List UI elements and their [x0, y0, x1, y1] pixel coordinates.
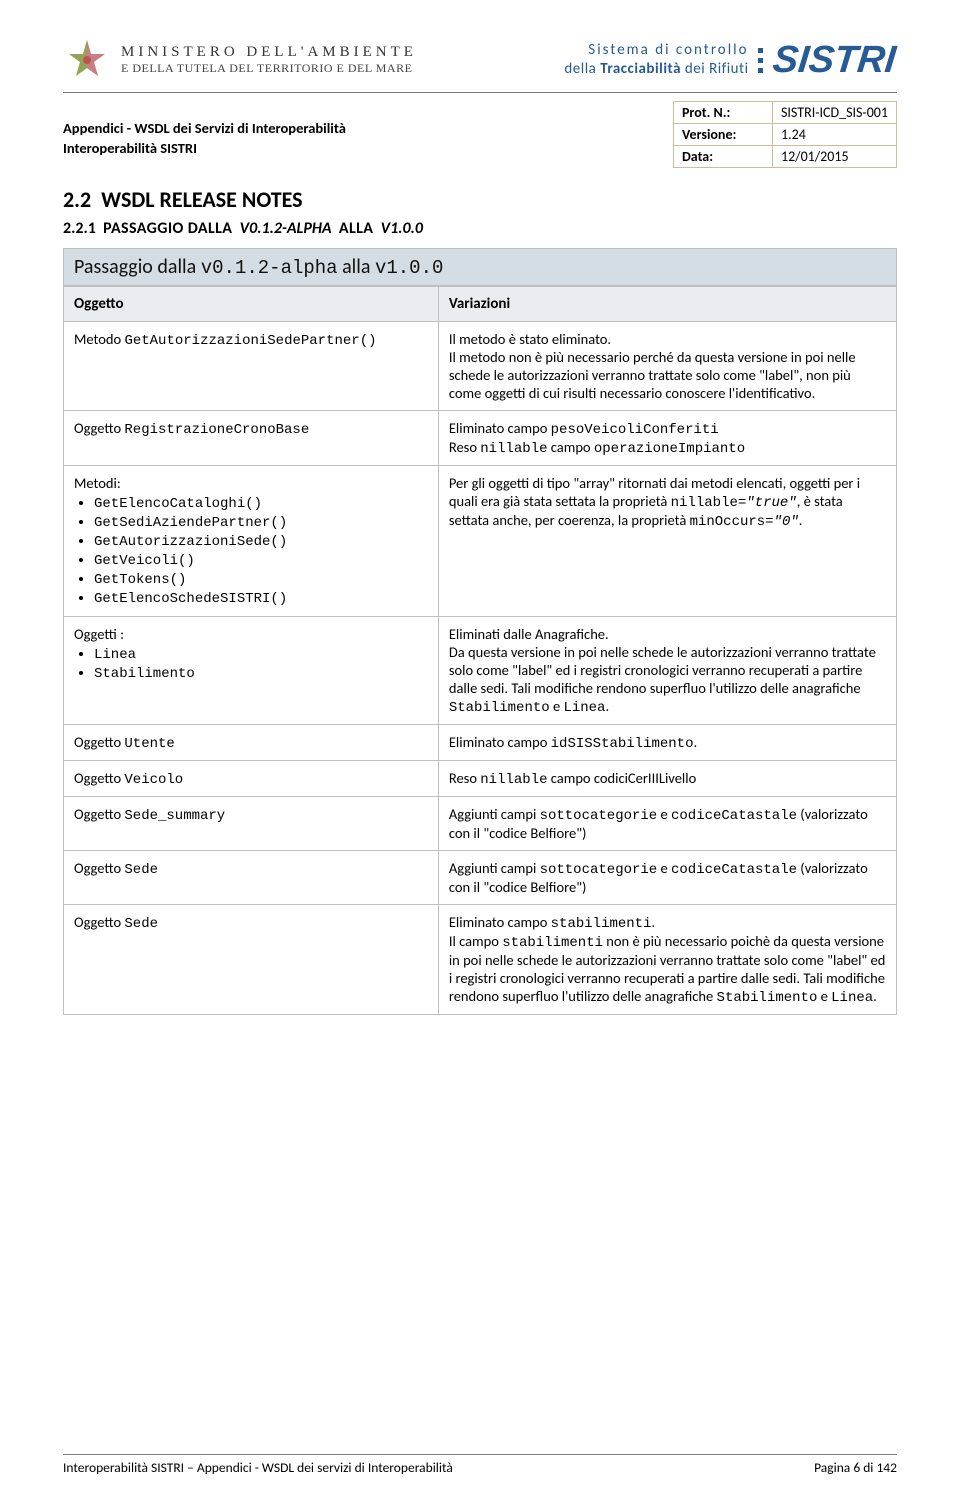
meta-table: Prot. N.:SISTRI-ICD_SIS-001Versione:1.24…	[673, 101, 897, 168]
cell-oggetto: Metodo GetAutorizzazioniSedePartner()	[64, 322, 439, 411]
cell-variazioni: Eliminato campo idSISStabilimento.	[438, 725, 896, 761]
meta-value: SISTRI-ICD_SIS-001	[772, 102, 896, 124]
table-row: Metodo GetAutorizzazioniSedePartner()Il …	[64, 322, 897, 411]
ministry-line1: MINISTERO DELL'AMBIENTE	[121, 44, 417, 61]
method-list: GetElencoCataloghi()GetSediAziendePartne…	[74, 494, 428, 607]
meta-value: 1.24	[772, 124, 896, 146]
list-item: GetVeicoli()	[94, 551, 428, 569]
meta-key: Prot. N.:	[673, 102, 772, 124]
meta-row: Data:12/01/2015	[673, 146, 896, 168]
doc-title-line2: Interoperabilità SISTRI	[63, 139, 346, 159]
banner-v2: v1.0.0	[375, 257, 443, 279]
table-row: Oggetto UtenteEliminato campo idSISStabi…	[64, 725, 897, 761]
list-item: GetSediAziendePartner()	[94, 513, 428, 531]
table-row: Oggetto RegistrazioneCronoBaseEliminato …	[64, 411, 897, 466]
banner: Passaggio dalla v0.1.2-alpha alla v1.0.0	[63, 248, 897, 286]
logo-right: Sistema di controllo della Tracciabilità…	[564, 39, 897, 82]
top-header: MINISTERO DELL'AMBIENTE E DELLA TUTELA D…	[63, 36, 897, 84]
meta-row: Versione:1.24	[673, 124, 896, 146]
subsection-word1: PASSAGGIO DALLA	[103, 219, 232, 238]
ministry-text: MINISTERO DELL'AMBIENTE E DELLA TUTELA D…	[121, 44, 417, 75]
tagline-line2: della Tracciabilità dei Rifiuti	[564, 60, 748, 79]
cell-oggetto: Oggetti :LineaStabilimento	[64, 617, 439, 725]
list-item: Linea	[94, 645, 428, 663]
banner-mid: alla	[338, 255, 375, 279]
footer-right: Pagina 6 di 142	[814, 1459, 897, 1476]
cell-oggetto: Oggetto Sede	[64, 851, 439, 905]
subsection-v1: V0.1.2-ALPHA	[240, 219, 332, 238]
meta-key: Data:	[673, 146, 772, 168]
list-item: GetTokens()	[94, 570, 428, 588]
cell-oggetto: Oggetto RegistrazioneCronoBase	[64, 411, 439, 466]
cell-variazioni: Eliminati dalle Anagrafiche.Da questa ve…	[438, 617, 896, 725]
subsection-heading: 2.2.1 PASSAGGIO DALLA V0.1.2-ALPHA ALLA …	[63, 219, 897, 238]
list-item: GetElencoCataloghi()	[94, 494, 428, 512]
cell-oggetto: Oggetto Veicolo	[64, 761, 439, 797]
table-row: Oggetti :LineaStabilimentoEliminati dall…	[64, 617, 897, 725]
table-row: Oggetto VeicoloReso nillable campo codic…	[64, 761, 897, 797]
page-footer: Interoperabilità SISTRI – Appendici - WS…	[63, 1454, 897, 1476]
cell-variazioni: Aggiunti campi sottocategorie e codiceCa…	[438, 851, 896, 905]
list-item: GetElencoSchedeSISTRI()	[94, 589, 428, 607]
cell-variazioni: Eliminato campo pesoVeicoliConferitiReso…	[438, 411, 896, 466]
method-list: LineaStabilimento	[74, 645, 428, 682]
section-title: WSDL RELEASE NOTES	[101, 186, 302, 213]
banner-prefix: Passaggio dalla	[74, 255, 201, 279]
doc-title-line1: Appendici - WSDL dei Servizi di Interope…	[63, 119, 346, 139]
sistri-tagline: Sistema di controllo della Tracciabilità…	[564, 41, 748, 79]
cell-oggetto: Oggetto Utente	[64, 725, 439, 761]
list-item: Stabilimento	[94, 664, 428, 682]
meta-row: Prot. N.:SISTRI-ICD_SIS-001	[673, 102, 896, 124]
cell-variazioni: Eliminato campo stabilimenti.Il campo st…	[438, 905, 896, 1015]
cell-variazioni: Reso nillable campo codiciCerIIILivello	[438, 761, 896, 797]
table-head-row: Oggetto Variazioni	[64, 287, 897, 322]
table-row: Oggetto SedeEliminato campo stabilimenti…	[64, 905, 897, 1015]
section-heading: 2.2 WSDL RELEASE NOTES	[63, 186, 897, 213]
subsection-word2: ALLA	[339, 219, 374, 238]
cell-variazioni: Per gli oggetti di tipo "array" ritornat…	[438, 466, 896, 617]
table-row: Oggetto SedeAggiunti campi sottocategori…	[64, 851, 897, 905]
cell-oggetto: Oggetto Sede	[64, 905, 439, 1015]
cell-variazioni: Il metodo è stato eliminato.Il metodo no…	[438, 322, 896, 411]
table-row: Metodi:GetElencoCataloghi()GetSediAziend…	[64, 466, 897, 617]
logo-left: MINISTERO DELL'AMBIENTE E DELLA TUTELA D…	[63, 36, 417, 84]
footer-divider	[63, 1454, 897, 1455]
subheader-left: Appendici - WSDL dei Servizi di Interope…	[63, 101, 346, 158]
footer-row: Interoperabilità SISTRI – Appendici - WS…	[63, 1459, 897, 1476]
sistri-wordmark: SISTRI	[770, 39, 899, 82]
th-oggetto: Oggetto	[64, 287, 439, 322]
subsection-number: 2.2.1	[63, 219, 96, 238]
header-divider	[63, 92, 897, 93]
ministry-line2: E DELLA TUTELA DEL TERRITORIO E DEL MARE	[121, 62, 417, 76]
subsection-v2: V1.0.0	[381, 219, 423, 238]
cell-oggetto: Metodi:GetElencoCataloghi()GetSediAziend…	[64, 466, 439, 617]
cell-oggetto: Oggetto Sede_summary	[64, 797, 439, 851]
ministry-star-icon	[63, 36, 111, 84]
meta-tbody: Prot. N.:SISTRI-ICD_SIS-001Versione:1.24…	[673, 102, 896, 168]
banner-v1: v0.1.2-alpha	[201, 257, 338, 279]
cell-variazioni: Aggiunti campi sottocategorie e codiceCa…	[438, 797, 896, 851]
th-variazioni: Variazioni	[438, 287, 896, 322]
meta-value: 12/01/2015	[772, 146, 896, 168]
table-row: Oggetto Sede_summaryAggiunti campi sotto…	[64, 797, 897, 851]
page: MINISTERO DELL'AMBIENTE E DELLA TUTELA D…	[0, 0, 960, 1510]
footer-left: Interoperabilità SISTRI – Appendici - WS…	[63, 1459, 453, 1476]
meta-key: Versione:	[673, 124, 772, 146]
list-item: GetAutorizzazioniSede()	[94, 532, 428, 550]
subheader: Appendici - WSDL dei Servizi di Interope…	[63, 101, 897, 168]
section-number: 2.2	[63, 186, 91, 213]
dots-icon	[757, 48, 765, 73]
tagline-line1: Sistema di controllo	[564, 41, 748, 60]
release-notes-table: Oggetto Variazioni Metodo GetAutorizzazi…	[63, 286, 897, 1015]
